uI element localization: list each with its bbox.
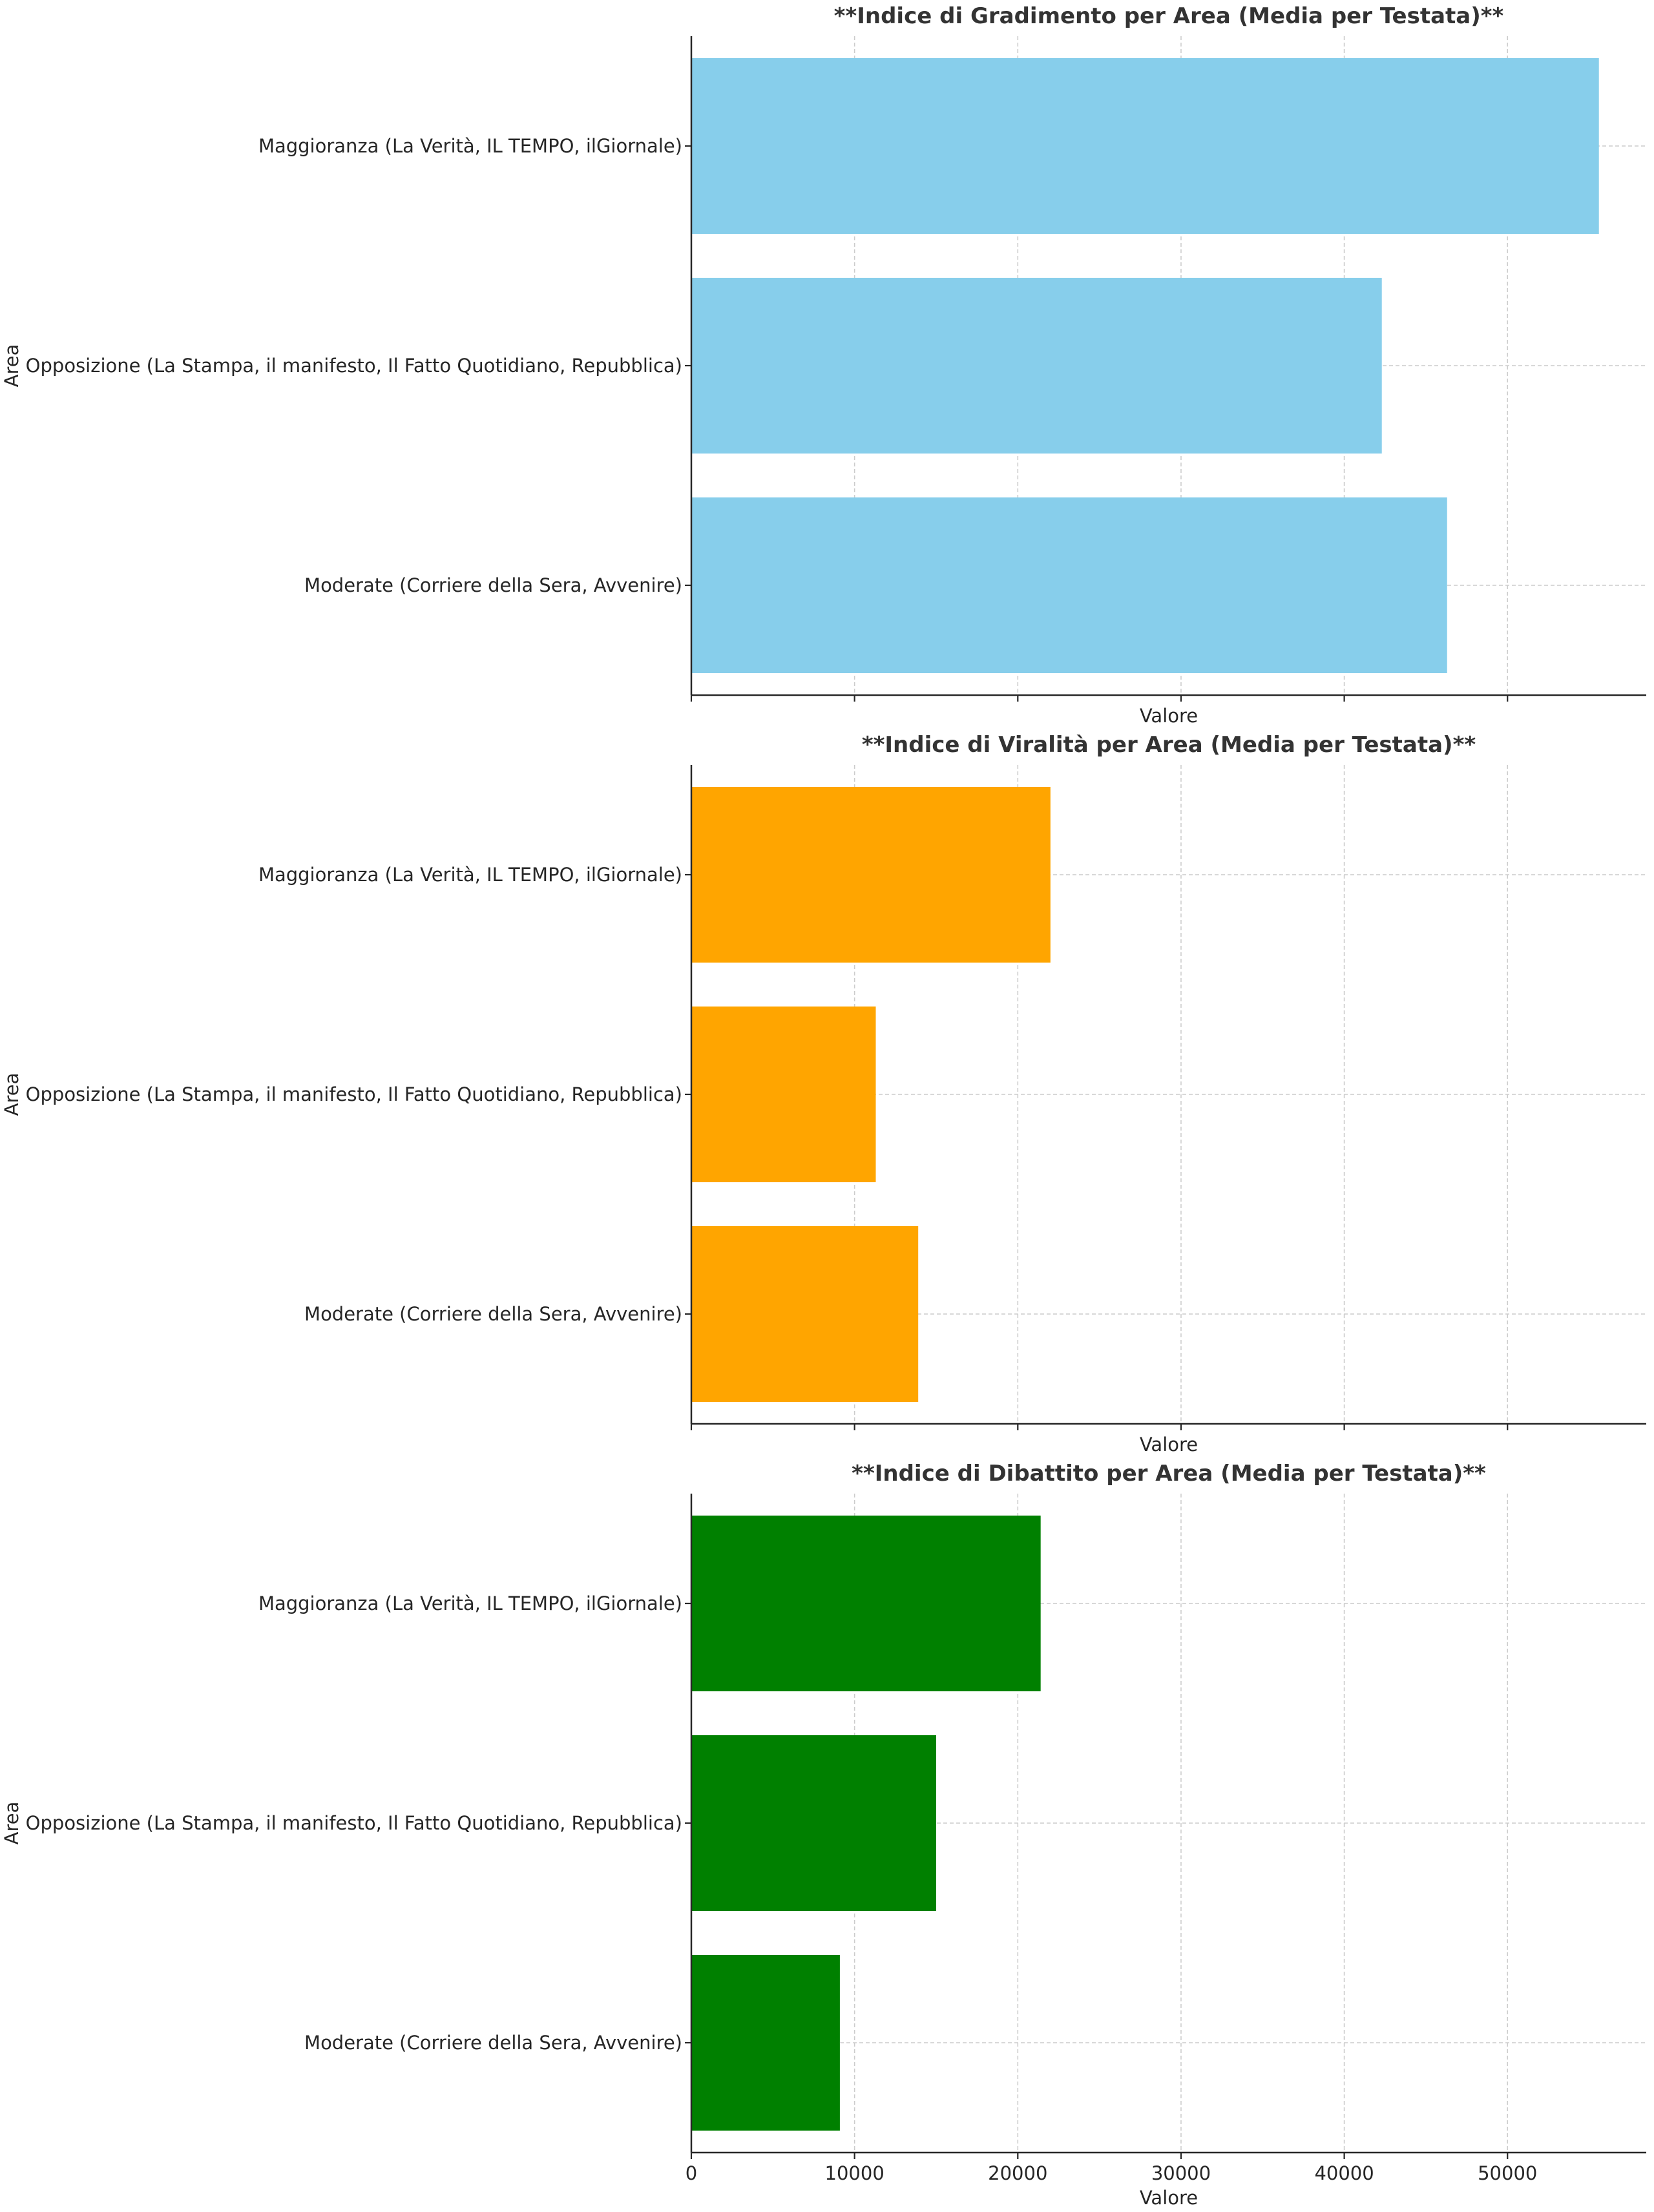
y-tick-label: Maggioranza (La Verità, IL TEMPO, ilGior…: [258, 864, 682, 886]
y-axis-label: Area: [1, 1073, 23, 1116]
bar: [691, 1226, 919, 1402]
chart-title: **Indice di Dibattito per Area (Media pe…: [852, 1461, 1486, 1487]
x-axis-label: Valore: [1140, 1434, 1198, 1456]
x-tick-label: 30000: [1151, 2162, 1211, 2184]
y-tick-label: Maggioranza (La Verità, IL TEMPO, ilGior…: [258, 1592, 682, 1614]
y-tick-label: Moderate (Corriere della Sera, Avvenire): [304, 574, 682, 596]
bar: [691, 1007, 876, 1182]
y-tick-label: Opposizione (La Stampa, il manifesto, Il…: [26, 1083, 682, 1105]
bar: [691, 1516, 1041, 1691]
chart-panel-3: Maggioranza (La Verità, IL TEMPO, ilGior…: [1, 1461, 1646, 2209]
x-axis-label: Valore: [1140, 705, 1198, 727]
y-tick-label: Opposizione (La Stampa, il manifesto, Il…: [26, 1812, 682, 1834]
bar: [691, 497, 1447, 673]
bar: [691, 1735, 936, 1911]
x-tick-label: 50000: [1478, 2162, 1537, 2184]
y-tick-label: Opposizione (La Stampa, il manifesto, Il…: [26, 355, 682, 377]
bar: [691, 787, 1051, 963]
x-axis-label: Valore: [1140, 2187, 1198, 2209]
x-tick-label: 10000: [825, 2162, 885, 2184]
bar: [691, 278, 1382, 454]
y-tick-label: Maggioranza (La Verità, IL TEMPO, ilGior…: [258, 135, 682, 157]
chart-title: **Indice di Viralità per Area (Media per…: [862, 732, 1476, 758]
chart-panel-2: Maggioranza (La Verità, IL TEMPO, ilGior…: [1, 732, 1646, 1456]
bar: [691, 1955, 840, 2131]
chart-panel-1: Maggioranza (La Verità, IL TEMPO, ilGior…: [1, 3, 1646, 727]
y-tick-label: Moderate (Corriere della Sera, Avvenire): [304, 2032, 682, 2054]
y-tick-label: Moderate (Corriere della Sera, Avvenire): [304, 1303, 682, 1325]
y-axis-label: Area: [1, 1802, 23, 1845]
bar: [691, 58, 1599, 234]
x-tick-label: 20000: [988, 2162, 1047, 2184]
x-tick-label: 40000: [1314, 2162, 1374, 2184]
chart-title: **Indice di Gradimento per Area (Media p…: [834, 3, 1504, 29]
y-axis-label: Area: [1, 344, 23, 388]
x-tick-label: 0: [686, 2162, 697, 2184]
